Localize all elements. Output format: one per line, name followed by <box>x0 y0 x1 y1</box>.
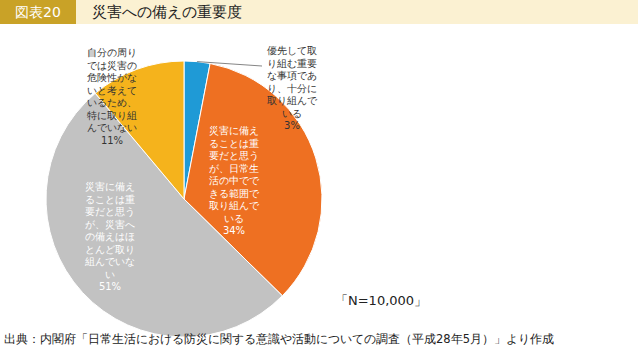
html-text:災害への備えの重要度: 災害への備えの重要度 <box>92 3 242 21</box>
svg-text:優先して取り組む重要な事項であり、十分に取り組んでいる3%: 優先して取り組む重要な事項であり、十分に取り組んでいる3% <box>267 45 318 131</box>
html-text:図表20: 図表20 <box>15 4 61 20</box>
html-text:出典：内閣府「日常生活における防災に関する意識や活動について: 出典：内閣府「日常生活における防災に関する意識や活動についての調査（平成28年5… <box>4 332 554 346</box>
svg-text:自分の周りでは災害の危険性がないと考えているため、特に取り組: 自分の周りでは災害の危険性がないと考えているため、特に取り組んでいない11% <box>87 47 137 146</box>
svg-text:災害に備えることは重要だと思うが、日常生活の中でできる範囲で: 災害に備えることは重要だと思うが、日常生活の中でできる範囲で取り組んでいる34% <box>209 125 260 236</box>
svg-text:災害に備えることは重要だと思うが、災害への備えはほとんど取り: 災害に備えることは重要だと思うが、災害への備えはほとんど取り組んでいない51% <box>84 181 135 292</box>
html-text:「N=10,000」: 「N=10,000」 <box>335 293 428 308</box>
